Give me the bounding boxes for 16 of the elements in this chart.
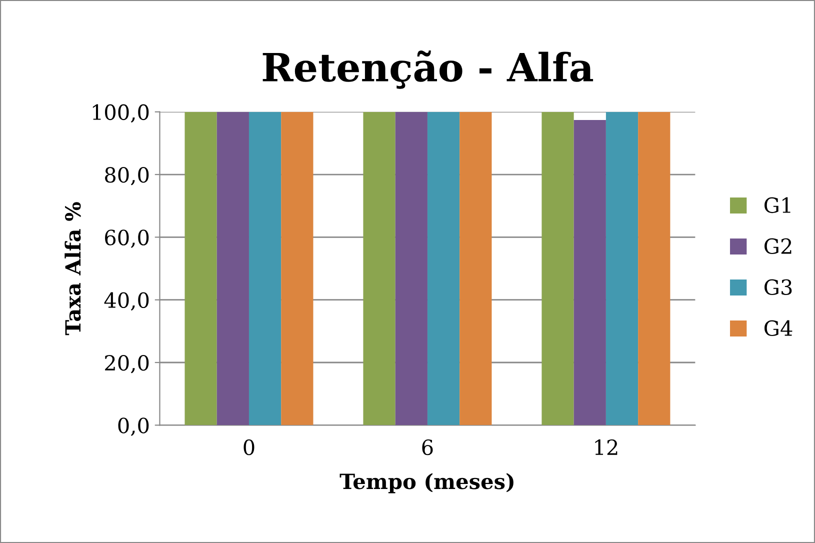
y-axis-title: Taxa Alfa % xyxy=(64,202,81,336)
x-tick-label: 6 xyxy=(422,439,433,456)
legend-label: G2 xyxy=(764,238,792,254)
y-tick-label: 60,0 xyxy=(105,230,149,248)
x-axis-title: Tempo (meses) xyxy=(340,473,514,494)
legend-label: G4 xyxy=(764,320,792,336)
chart-title: Retenção - Alfa xyxy=(262,50,594,89)
x-tick-label: 12 xyxy=(595,439,618,455)
legend-label: G3 xyxy=(764,279,792,296)
y-tick-label: 100,0 xyxy=(92,104,149,123)
y-tick-label: 40,0 xyxy=(104,292,149,311)
y-tick-label: 20,0 xyxy=(105,354,149,374)
y-tick-label: 0,0 xyxy=(118,418,149,436)
y-tick-label: 80,0 xyxy=(105,166,149,186)
legend-label: G1 xyxy=(764,197,790,214)
x-tick-label: 0 xyxy=(244,439,254,456)
